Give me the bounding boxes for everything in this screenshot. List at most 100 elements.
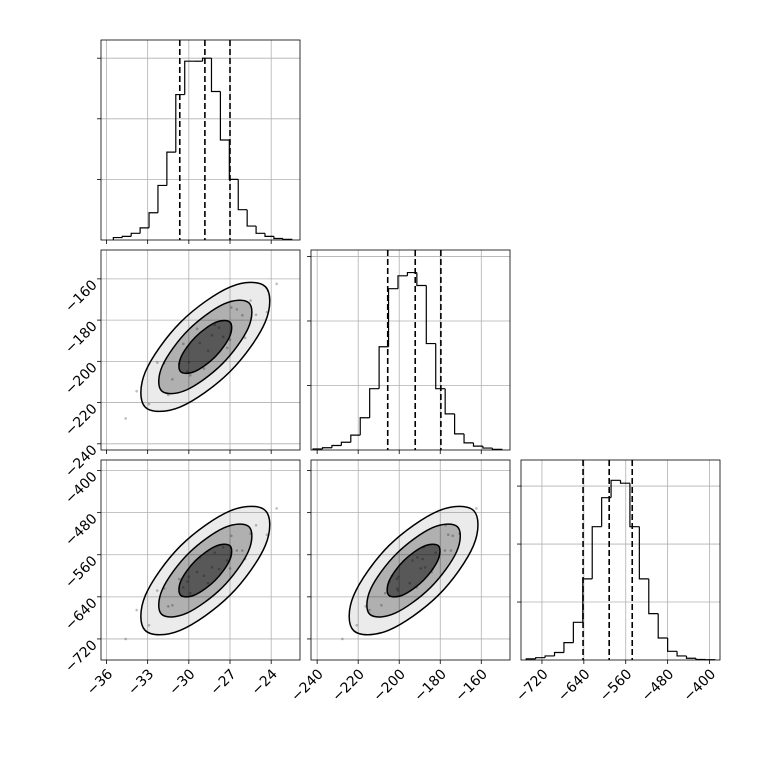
histogram-bin [695,658,706,661]
sample-point [188,374,192,377]
sample-point [230,306,233,309]
x-tick-label: −560 [597,666,636,705]
y-tick-label: −480 [62,511,101,550]
sample-point [171,603,174,607]
sample-point [380,603,383,607]
histogram-bin [219,91,230,141]
panel-frame [310,249,511,451]
histogram-bin [387,288,398,347]
histogram-bin [237,179,248,211]
sample-point [451,534,455,538]
sample-point [228,567,232,570]
histogram-bin [610,479,621,498]
histogram-bin [369,388,380,418]
histogram-bin [472,442,483,447]
histogram-bin [648,578,659,615]
histogram-bin [264,233,274,237]
sample-point [254,313,258,317]
histogram-bin [482,446,493,449]
histogram-bin [139,227,150,234]
panel-frame [520,459,721,661]
sample-point [383,591,387,595]
x-tick-label: −27 [207,666,239,698]
x-tick-label: −480 [639,666,678,705]
sample-point [155,589,159,592]
sample-point [355,623,359,627]
panel-frame [100,249,301,451]
x-tick-label: −33 [125,666,157,698]
histogram-bin [112,236,123,240]
sample-point [124,637,128,641]
histogram-bin [378,346,389,389]
sample-point [195,327,199,331]
sample-point [446,533,450,537]
sample-point [275,507,278,510]
histogram-bin [184,60,194,95]
sample-point [368,608,371,612]
y-tick-label: −640 [62,595,101,634]
histogram-bin [255,226,266,234]
sample-point [225,346,229,350]
sample-point [230,534,233,538]
sample-point [449,549,453,552]
sample-point [182,342,185,346]
y-tick-label: −180 [62,318,101,357]
panel-frame [100,39,301,241]
sample-point [177,577,181,581]
x-tick-label: −240 [288,666,327,705]
x-tick-label: −220 [329,666,368,705]
sample-point [241,549,244,552]
x-tick-label: −400 [681,666,720,705]
sample-point [124,417,128,420]
histogram-bin [121,235,132,238]
sample-point [254,523,258,527]
x-tick-label: −200 [370,666,409,705]
x-tick-label: −160 [452,666,491,705]
histogram-bin [667,637,678,652]
x-tick-label: −24 [249,666,281,698]
sample-point [265,533,269,537]
histogram-bin [350,434,361,443]
panel-frame [310,459,511,661]
x-tick-label: −640 [555,666,594,705]
histogram-bin [157,184,167,213]
sample-point [166,605,170,608]
histogram-bin [685,655,696,659]
histogram-bin [676,651,687,657]
histogram-bin [331,444,342,448]
x-tick-label: −180 [411,666,450,705]
sample-point [341,637,344,641]
sample-point [235,549,239,552]
sample-point [228,338,232,341]
histogram-bin [601,497,612,527]
histogram-bin [210,58,221,93]
histogram-bin [572,621,583,643]
histogram-bin [406,271,417,276]
histogram-bin [425,285,436,345]
histogram-bin [340,441,351,446]
histogram-bin [397,275,408,289]
histogram-bin [148,212,158,228]
sample-point [243,336,247,340]
histogram-bin [619,480,630,484]
y-tick-label: −200 [62,360,101,399]
histogram-bin [544,655,555,658]
histogram-bin [563,642,574,653]
sample-point [147,402,151,406]
y-tick-label: −220 [62,401,101,440]
sample-point [275,282,278,286]
contour [178,319,233,375]
histogram-bin [201,57,212,62]
histogram-bin [321,447,332,450]
panel-frame [100,459,301,661]
y-tick-label: −720 [62,637,101,676]
histogram-bin [435,343,446,390]
sample-point [443,549,447,552]
contour [178,543,233,598]
contour [386,543,441,598]
sample-point [235,308,239,311]
histogram-bin [273,236,283,240]
histogram-bin [535,657,546,659]
histogram-bin [629,483,640,528]
